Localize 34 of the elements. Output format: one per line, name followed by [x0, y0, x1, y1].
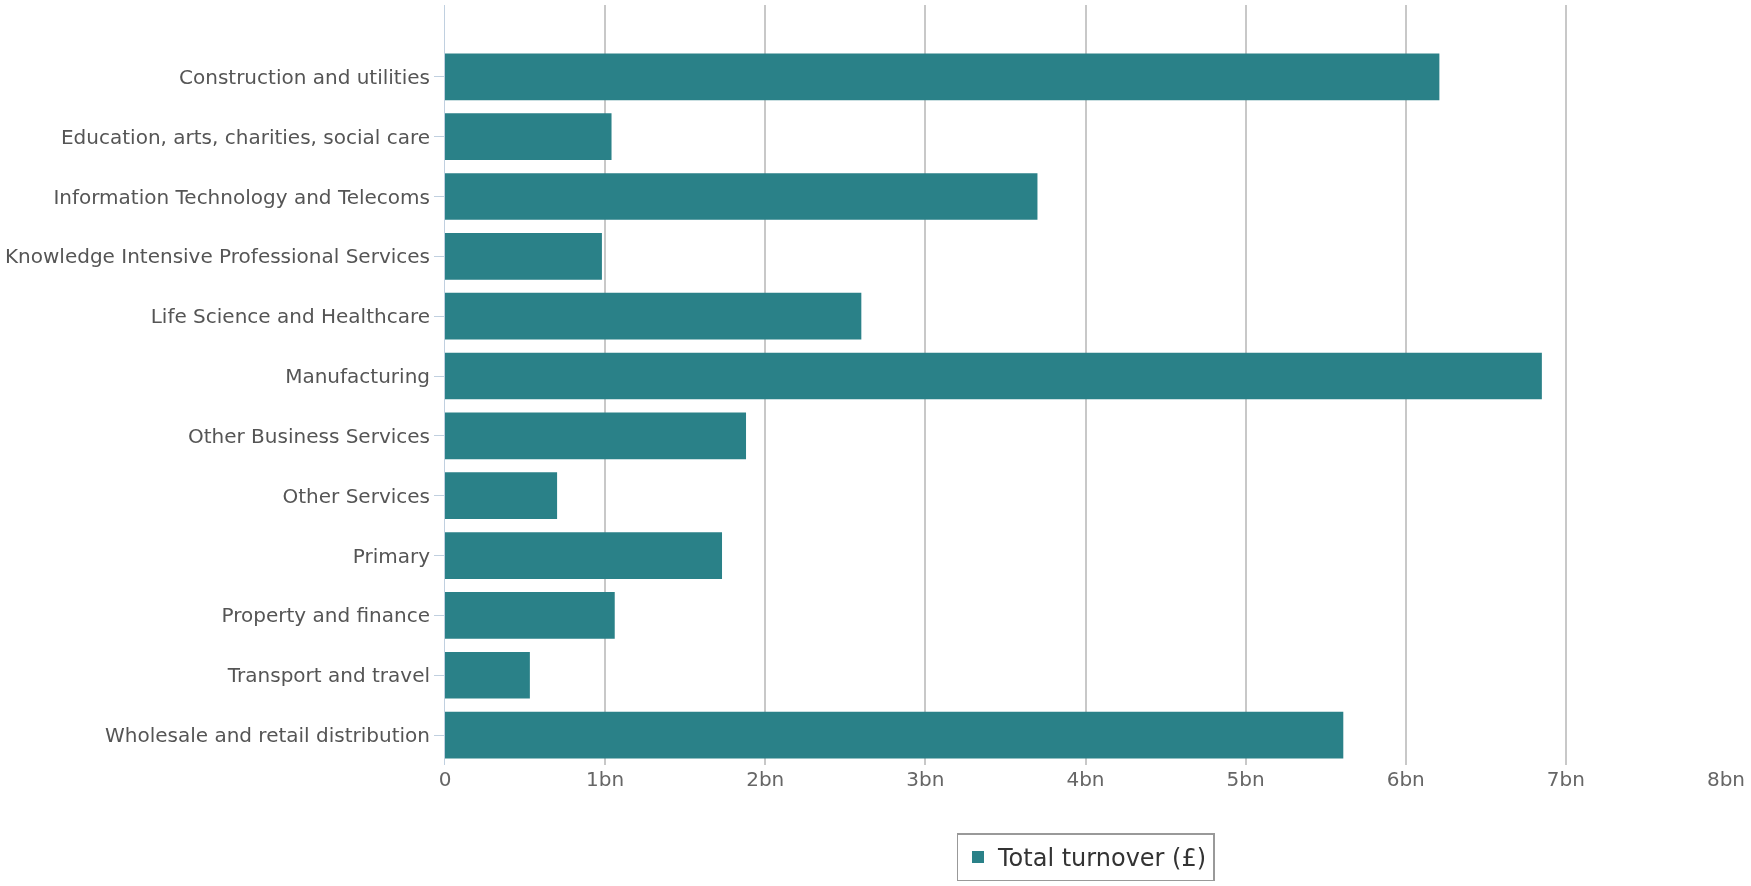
x-tick-label: 4bn — [1066, 767, 1105, 791]
x-tick-label: 7bn — [1546, 767, 1585, 791]
bar — [445, 532, 723, 579]
bar — [445, 113, 612, 160]
bar — [445, 412, 747, 460]
y-tick-label: Manufacturing — [285, 364, 430, 389]
bar — [445, 651, 530, 699]
y-tick-label: Property and finance — [221, 603, 430, 628]
y-tick-label: Knowledge Intensive Professional Services — [4, 244, 430, 269]
bar — [445, 592, 615, 639]
x-tick-label: 6bn — [1386, 767, 1425, 791]
x-tick-label: 0 — [438, 767, 452, 791]
y-tick-label: Other Business Services — [187, 423, 430, 448]
y-tick-label: Primary — [352, 543, 431, 568]
y-tick-label: Education, arts, charities, social care — [60, 124, 430, 149]
bar — [445, 292, 862, 340]
bar — [445, 711, 1344, 759]
x-tick-label: 5bn — [1226, 767, 1265, 791]
y-tick-label: Wholesale and retail distribution — [104, 723, 430, 748]
bar — [445, 472, 558, 520]
bar — [445, 352, 1542, 400]
x-tick-label: 1bn — [586, 767, 625, 791]
x-tick-label: 2bn — [746, 767, 785, 791]
y-tick-label: Information Technology and Telecoms — [53, 184, 430, 209]
legend-label: Total turnover (£) — [997, 844, 1207, 873]
bar — [445, 233, 602, 280]
y-tick-label: Life Science and Healthcare — [150, 304, 430, 329]
y-tick-label: Construction and utilities — [179, 64, 430, 89]
y-tick-label: Transport and travel — [226, 663, 430, 688]
y-tick-label: Other Services — [282, 483, 430, 508]
x-tick-label: 3bn — [906, 767, 945, 791]
bar — [445, 53, 1440, 101]
x-tick-label: 8bn — [1706, 767, 1746, 791]
bar — [445, 173, 1038, 220]
